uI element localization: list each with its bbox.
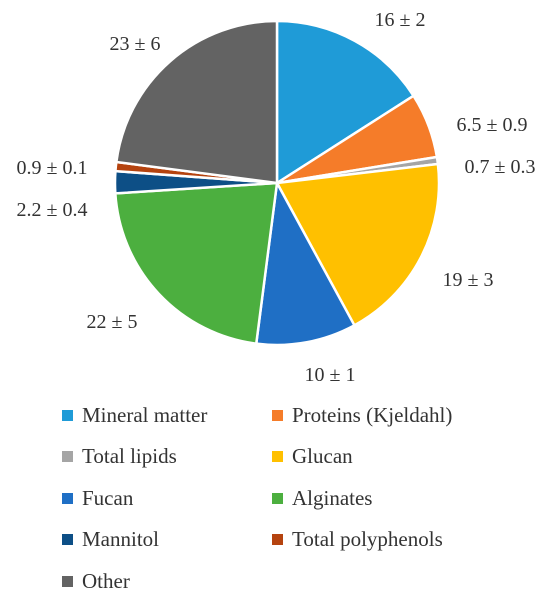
legend-label: Fucan [82,485,134,510]
legend-label: Glucan [292,443,353,468]
legend-item: Fucan [62,483,133,513]
legend-swatch [62,492,73,504]
data-label: 6.5 ± 0.9 [457,114,528,136]
legend-label: Mineral matter [82,402,208,427]
data-label: 10 ± 1 [305,364,356,386]
legend-swatch [62,409,73,421]
legend-item: Proteins (Kjeldahl) [272,400,452,430]
legend-label: Proteins (Kjeldahl) [292,402,453,427]
legend-swatch [272,533,283,545]
legend-swatch [272,409,283,421]
data-label: 19 ± 3 [443,269,494,291]
legend-label: Mannitol [82,526,159,551]
data-label: 0.9 ± 0.1 [17,157,88,179]
pie-slices [113,19,441,347]
legend-item: Other [62,566,130,596]
legend-item: Total lipids [62,441,177,471]
legend-item: Total polyphenols [272,524,443,554]
pie-slice-fucan [255,181,356,347]
data-label: 16 ± 2 [375,9,426,31]
legend-swatch [62,450,73,462]
legend-label: Alginates [292,485,373,510]
legend-swatch [272,450,283,462]
data-label: 2.2 ± 0.4 [17,199,88,221]
legend-item: Mineral matter [62,400,207,430]
pie-slice-mineral-matter [275,19,415,185]
data-label: 22 ± 5 [87,311,138,333]
data-label: 0.7 ± 0.3 [465,156,536,178]
pie-chart: 16 ± 2 6.5 ± 0.9 0.7 ± 0.3 19 ± 3 10 ± 1 22 ±… [17,9,536,386]
legend-label: Total polyphenols [292,526,443,551]
slice-labels: 16 ± 2 6.5 ± 0.9 0.7 ± 0.3 19 ± 3 10 ± 1 22 ±… [17,9,536,386]
data-label: 23 ± 6 [110,33,161,55]
legend-swatch [62,533,73,545]
legend-item: Mannitol [62,524,159,554]
pie-slice-alginates [114,181,279,345]
pie-slice-other [115,19,279,185]
legend-swatch [62,575,73,587]
legend-item: Glucan [272,441,353,471]
pie-slice-glucan [275,162,441,327]
legend-item: Alginates [272,483,372,513]
legend-label: Other [82,568,130,593]
legend-label: Total lipids [82,443,177,468]
legend-swatch [272,492,283,504]
